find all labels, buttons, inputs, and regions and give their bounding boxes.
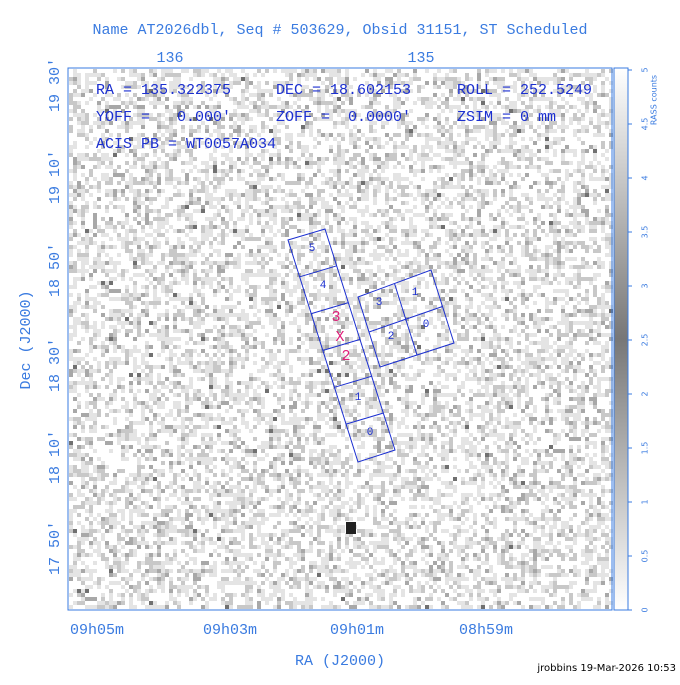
info-roll: ROLL = 252.5249: [457, 82, 592, 99]
colorbar-tick-label: 4.5: [641, 118, 650, 131]
chip-label: 2: [388, 331, 395, 343]
info-zoff: ZOFF = 0.0000': [276, 109, 411, 126]
y-axis-label: Dec (J2000): [18, 290, 35, 389]
noise: [69, 77, 613, 609]
colorbar-tick-label: 5: [641, 67, 650, 72]
footer: jrobbins 19-Mar-2026 10:53: [536, 663, 676, 674]
chip-label: 0: [367, 427, 374, 439]
colorbar-tick-label: 0.5: [641, 550, 650, 563]
left-tick-label: 17 50': [47, 521, 64, 575]
chip-divider: [299, 265, 337, 278]
chip-outline: [357, 269, 455, 368]
colorbar-tick-label: 3: [641, 283, 650, 288]
colorbar-tick-label: 2: [641, 391, 650, 396]
chip-divider: [322, 338, 361, 351]
colorbar: [613, 67, 629, 611]
plot-frame: [67, 67, 613, 611]
top-tick-label: 136: [156, 50, 183, 67]
bottom-tick-label: 09h03m: [203, 622, 257, 639]
chip-label: 4: [320, 280, 327, 292]
colorbar-tick-label: 4: [641, 175, 650, 180]
colorbar-tick-label: 0: [641, 607, 650, 612]
x-axis-label: RA (J2000): [295, 653, 385, 670]
chip-label: 3: [376, 297, 383, 309]
bright-source: [346, 522, 356, 534]
chip-label: 5: [309, 243, 316, 255]
chip-divider: [334, 375, 372, 388]
bottom-tick-label: 08h59m: [459, 622, 513, 639]
left-tick-label: 19 10': [47, 150, 64, 204]
left-tick-label: 18 10': [47, 430, 64, 484]
colorbar-label: RASS counts: [650, 75, 659, 125]
chip-outline: [287, 228, 396, 463]
noise: [69, 69, 613, 609]
chip-label: 1: [355, 392, 362, 404]
title: Name AT2026dbl, Seq # 503629, Obsid 3115…: [92, 22, 587, 39]
target-mark: 3: [331, 309, 340, 326]
chip-divider: [311, 302, 349, 315]
chip-label: 0: [423, 319, 430, 331]
colorbar-tick-label: 2.5: [641, 334, 650, 347]
info-dec: DEC = 18.602153: [276, 82, 411, 99]
bottom-tick-label: 09h05m: [70, 622, 124, 639]
noise: [69, 69, 613, 609]
target-mark: X: [335, 329, 344, 346]
bottom-tick-label: 09h01m: [330, 622, 384, 639]
acis-s-array: [287, 228, 396, 463]
colorbar-tick-label: 1: [641, 499, 650, 504]
info-ra: RA = 135.322375: [96, 82, 231, 99]
colorbar-tick-label: 1.5: [641, 442, 650, 455]
left-tick-label: 18 30': [47, 338, 64, 392]
colorbar-tick-label: 3.5: [641, 226, 650, 239]
info-zsim: ZSIM = 0 mm: [457, 109, 556, 126]
top-tick-label: 135: [407, 50, 434, 67]
info-yoff: YOFF = 0.000': [96, 109, 231, 126]
chip-divider: [368, 306, 443, 333]
left-tick-label: 18 50': [47, 243, 64, 297]
chip-divider: [346, 412, 384, 425]
chip-label: 1: [412, 287, 419, 299]
info-acis: ACIS PB = WT0057A034: [96, 136, 276, 153]
acis-i-array: [357, 269, 455, 368]
left-tick-label: 19 30': [47, 58, 64, 112]
target-mark: 2: [341, 348, 350, 365]
